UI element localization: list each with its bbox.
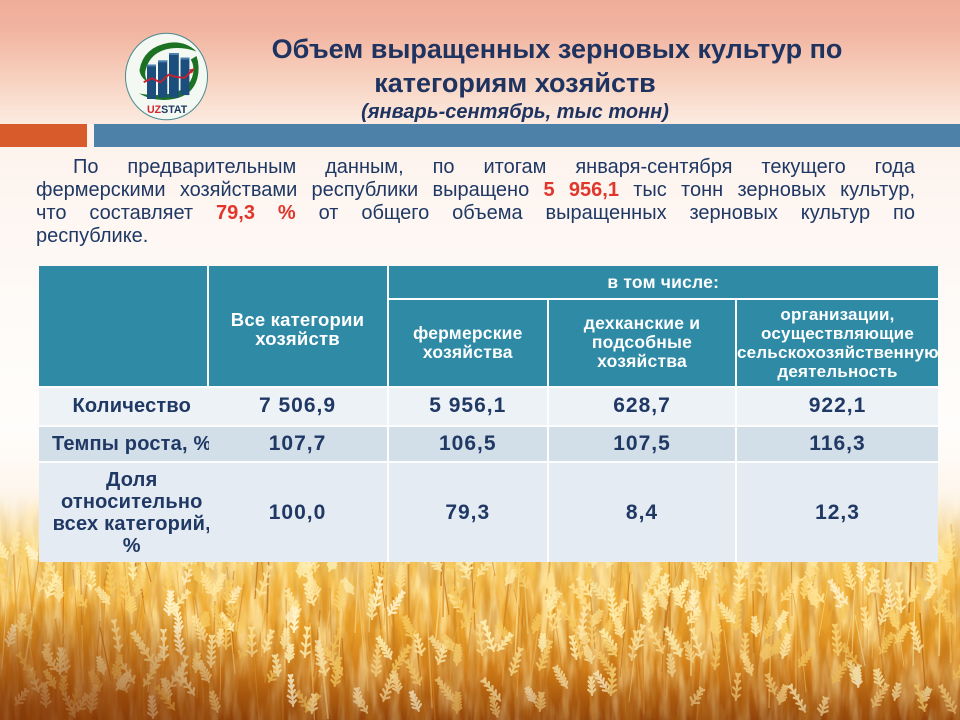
svg-text:UZSTAT: UZSTAT [147,104,188,116]
